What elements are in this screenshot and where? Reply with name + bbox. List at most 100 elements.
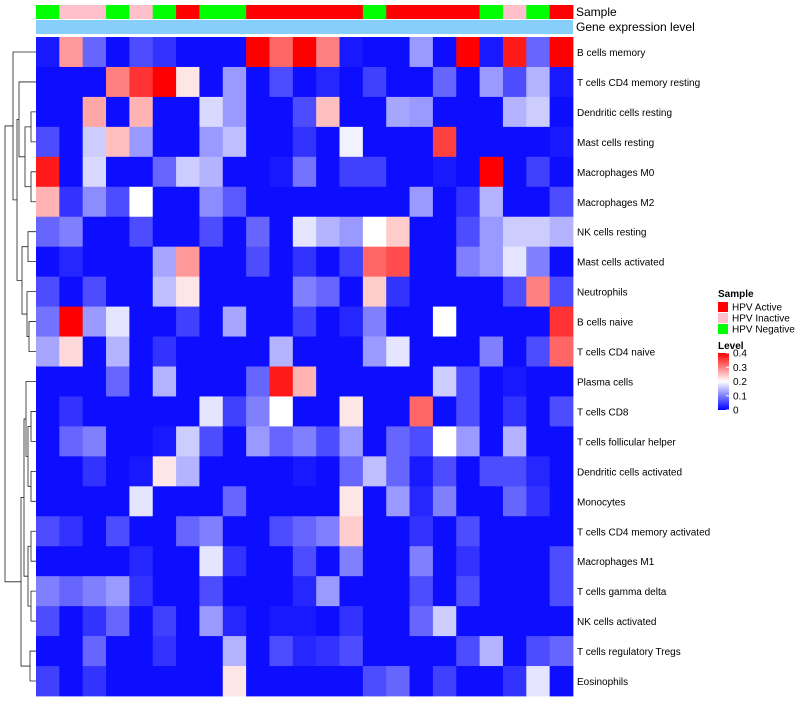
heatmap-cell <box>269 636 294 667</box>
heatmap-cell <box>59 636 84 667</box>
heatmap-cell <box>409 156 434 188</box>
heatmap-cell <box>386 96 410 128</box>
heatmap-cell <box>339 156 364 188</box>
heatmap-cell <box>316 546 340 577</box>
heatmap-cell <box>549 276 574 307</box>
row-label: T cells CD4 memory activated <box>577 527 710 538</box>
heatmap-cell <box>59 456 84 487</box>
sample-annotation-cell <box>36 5 60 19</box>
heatmap-cell <box>502 306 527 337</box>
heatmap-cell <box>432 126 457 158</box>
heatmap-cell <box>199 306 224 337</box>
heatmap-cell <box>386 426 410 457</box>
heatmap-cell <box>526 636 551 667</box>
heatmap-cell <box>222 306 247 337</box>
heatmap-cell <box>502 606 527 637</box>
heatmap-cell <box>292 606 317 637</box>
heatmap-cell <box>316 456 340 487</box>
heatmap-cell <box>82 546 107 577</box>
heatmap-cell <box>292 246 317 278</box>
heatmap-cell <box>36 66 60 98</box>
heatmap-cell <box>152 126 177 158</box>
heatmap-cell <box>456 606 481 637</box>
sample-annotation-cell <box>222 5 247 19</box>
heatmap-cell <box>549 186 574 218</box>
heatmap-cell <box>176 96 200 128</box>
heatmap-cell <box>129 666 154 697</box>
heatmap-cell <box>176 156 200 188</box>
heatmap-cell <box>152 546 177 577</box>
heatmap-cell <box>292 486 317 517</box>
row-label: B cells naive <box>577 318 634 329</box>
heatmap-cell <box>549 66 574 98</box>
heatmap-cell <box>199 426 224 457</box>
heatmap-cell <box>432 186 457 218</box>
heatmap-cell <box>362 37 387 68</box>
heatmap-cell <box>59 486 84 517</box>
heatmap-cell <box>386 456 410 487</box>
heatmap-cell <box>292 576 317 607</box>
heatmap-cell <box>432 666 457 697</box>
heatmap-cell <box>246 666 270 697</box>
heatmap-cell <box>106 336 130 367</box>
heatmap-cell <box>246 396 270 427</box>
heatmap-cell <box>456 546 481 577</box>
dendrogram-branch <box>24 126 31 188</box>
heatmap-cell <box>409 666 434 697</box>
heatmap-cell <box>432 456 457 487</box>
dendrogram-branch <box>4 125 21 583</box>
heatmap-cell <box>362 336 387 367</box>
row-labels: B cells memory T cells CD4 memory resting… <box>577 48 710 688</box>
heatmap-cell <box>456 336 481 367</box>
heatmap-cell <box>409 126 434 158</box>
heatmap-cell <box>502 666 527 697</box>
heatmap-cell <box>456 426 481 457</box>
heatmap-cell <box>246 516 270 547</box>
heatmap-cell <box>339 516 364 547</box>
heatmap-cell <box>432 636 457 667</box>
heatmap-cell <box>549 396 574 427</box>
heatmap-cell <box>502 96 527 128</box>
heatmap-cell <box>36 606 60 637</box>
heatmap-cell <box>36 456 60 487</box>
dendrogram-branch <box>29 650 36 682</box>
heatmap-cell <box>409 456 434 487</box>
heatmap-cell <box>502 66 527 98</box>
heatmap-cell <box>152 246 177 278</box>
row-label: Macrophages M2 <box>577 198 655 209</box>
sample-annotation-cell <box>106 5 130 19</box>
heatmap-cell <box>82 456 107 487</box>
heatmap-cell <box>432 366 457 397</box>
sample-annotation-cell <box>456 5 481 19</box>
heatmap-cell <box>222 426 247 457</box>
heatmap-cell <box>502 576 527 607</box>
heatmap-cell <box>502 126 527 158</box>
heatmap-cell <box>199 37 224 68</box>
heatmap-cell <box>339 456 364 487</box>
heatmap-cell <box>479 186 504 218</box>
heatmap-cell <box>432 37 457 68</box>
heatmap-cell <box>316 156 340 188</box>
heatmap-cell <box>59 126 84 158</box>
heatmap-cell <box>362 216 387 248</box>
level-legend-tick-label: 0.3 <box>733 363 747 374</box>
heatmap-cell <box>106 216 130 248</box>
heatmap-cell <box>199 66 224 98</box>
sample-annotation-cell <box>152 5 177 19</box>
heatmap-cell <box>316 426 340 457</box>
heatmap-cell <box>269 156 294 188</box>
heatmap-cell <box>269 186 294 218</box>
heatmap-cell <box>269 306 294 337</box>
heatmap-cell <box>456 456 481 487</box>
sample-legend-label: HPV Inactive <box>732 314 790 325</box>
heatmap-cell <box>152 306 177 337</box>
heatmap-cell <box>479 456 504 487</box>
heatmap-cell <box>59 576 84 607</box>
heatmap-cell <box>152 576 177 607</box>
heatmap-cell <box>246 426 270 457</box>
heatmap-cell <box>59 516 84 547</box>
heatmap-cell <box>176 126 200 158</box>
heatmap-cell <box>176 396 200 427</box>
heatmap-cell <box>479 37 504 68</box>
